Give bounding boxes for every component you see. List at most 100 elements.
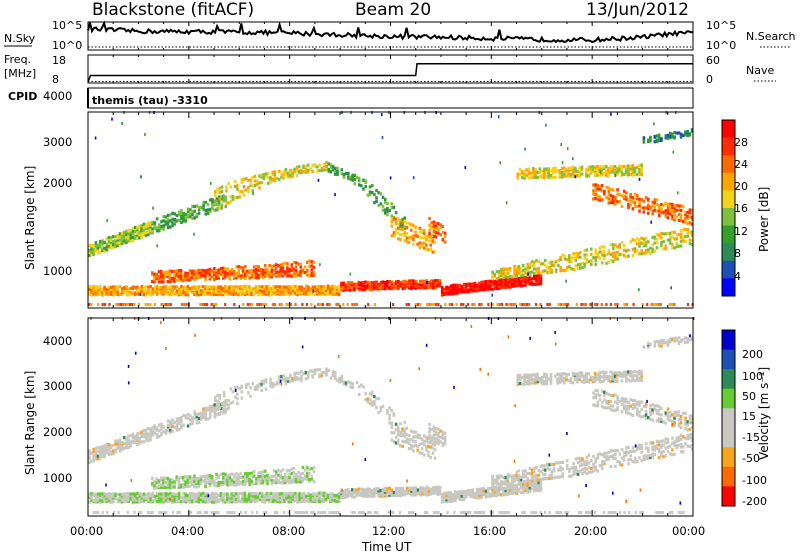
heatmap-cell	[607, 169, 610, 173]
heatmap-cell	[373, 395, 376, 399]
heatmap-cell	[347, 380, 350, 384]
heatmap-cell	[465, 489, 468, 493]
heatmap-cell	[233, 385, 237, 390]
heatmap-cell	[286, 476, 289, 480]
heatmap-cell	[204, 415, 208, 419]
heatmap-point	[574, 175, 577, 179]
heatmap-cell	[164, 431, 168, 435]
heatmap-cell	[394, 441, 398, 445]
heatmap-cell	[476, 490, 479, 494]
heatmap-cell	[235, 265, 238, 269]
heatmap-cell	[497, 280, 501, 284]
heatmap-cell	[308, 467, 311, 472]
heatmap-cell	[153, 431, 157, 435]
heatmap-cell	[201, 273, 205, 278]
heatmap-cell	[153, 303, 156, 306]
heatmap-cell	[543, 174, 546, 178]
heatmap-cell	[177, 274, 181, 278]
heatmap-cell	[213, 275, 216, 279]
heatmap-cell	[164, 476, 167, 480]
heatmap-cell	[533, 478, 536, 482]
heatmap-cell	[286, 377, 290, 381]
heatmap-cell	[627, 171, 630, 175]
heatmap-cell	[508, 482, 512, 486]
heatmap-point	[572, 157, 574, 161]
heatmap-cell	[418, 235, 422, 239]
heatmap-cell	[519, 276, 523, 280]
heatmap-cell	[112, 285, 115, 289]
heatmap-cell	[570, 256, 573, 260]
heatmap-cell	[271, 177, 274, 181]
heatmap-cell	[684, 220, 687, 224]
heatmap-cell	[401, 434, 404, 438]
heatmap-cell	[140, 232, 143, 236]
heatmap-cell	[559, 258, 562, 262]
heatmap-cell	[112, 243, 115, 247]
heatmap-cell	[129, 496, 133, 500]
heatmap-cell	[153, 221, 157, 225]
heatmap-cell	[186, 480, 189, 484]
heatmap-cell	[240, 384, 244, 388]
heatmap-cell	[500, 282, 503, 286]
heatmap-cell	[221, 286, 225, 290]
heatmap-cell	[147, 427, 150, 431]
heatmap-cell	[271, 381, 274, 385]
heatmap-cell	[507, 303, 510, 306]
heatmap-cell	[138, 494, 141, 498]
heatmap-cell	[550, 270, 554, 274]
heatmap-cell	[160, 292, 163, 296]
heatmap-cell	[535, 274, 538, 278]
heatmap-cell	[425, 489, 429, 493]
heatmap-cell	[228, 482, 232, 486]
heatmap-cell	[434, 279, 437, 283]
heatmap-cell	[322, 495, 326, 499]
heatmap-cell	[96, 287, 100, 291]
heatmap-cell	[651, 243, 654, 247]
heatmap-cell	[107, 291, 111, 295]
heatmap-cell	[605, 451, 608, 455]
heatmap-cell	[259, 268, 263, 272]
heatmap-cell	[266, 268, 269, 272]
heatmap-cell	[454, 286, 457, 290]
heatmap-cell	[242, 189, 246, 193]
heatmap-cell	[596, 173, 599, 177]
heatmap-cell	[677, 204, 681, 208]
heatmap-cell	[160, 220, 163, 224]
heatmap-cell	[303, 270, 307, 275]
heatmap-cell	[199, 498, 203, 502]
heatmap-cell	[649, 441, 652, 445]
heatmap-cell	[254, 290, 258, 294]
heatmap-cell	[489, 284, 492, 288]
heatmap-cell	[590, 252, 593, 256]
heatmap-cell	[331, 374, 335, 378]
heatmap-cell	[133, 440, 137, 444]
heatmap-cell	[460, 288, 464, 292]
heatmap-cell	[186, 276, 189, 280]
heatmap-cell	[213, 278, 216, 282]
heatmap-cell	[240, 178, 244, 182]
heatmap-cell	[439, 429, 442, 433]
heatmap-cell	[611, 254, 615, 258]
heatmap-cell	[263, 286, 266, 290]
heatmap-cell	[173, 495, 177, 499]
heatmap-cell	[370, 281, 374, 285]
heatmap-cell	[281, 468, 285, 472]
heatmap-cell	[538, 175, 542, 179]
heatmap-cell	[96, 246, 100, 250]
heatmap-cell	[202, 285, 205, 289]
heatmap-cell	[381, 195, 385, 199]
heatmap-cell	[537, 484, 540, 489]
heatmap-cell	[397, 217, 400, 221]
heatmap-cell	[302, 493, 306, 497]
heatmap-cell	[324, 494, 328, 498]
heatmap-cell	[436, 492, 440, 496]
heatmap-cell	[177, 491, 181, 495]
heatmap-cell	[359, 493, 363, 497]
heatmap-cell	[166, 285, 170, 289]
heatmap-cell	[346, 281, 350, 285]
heatmap-cell	[506, 482, 510, 486]
heatmap-cell	[605, 185, 608, 190]
heatmap-cell	[162, 285, 166, 289]
heatmap-cell	[254, 494, 258, 498]
heatmap-cell	[493, 490, 497, 494]
